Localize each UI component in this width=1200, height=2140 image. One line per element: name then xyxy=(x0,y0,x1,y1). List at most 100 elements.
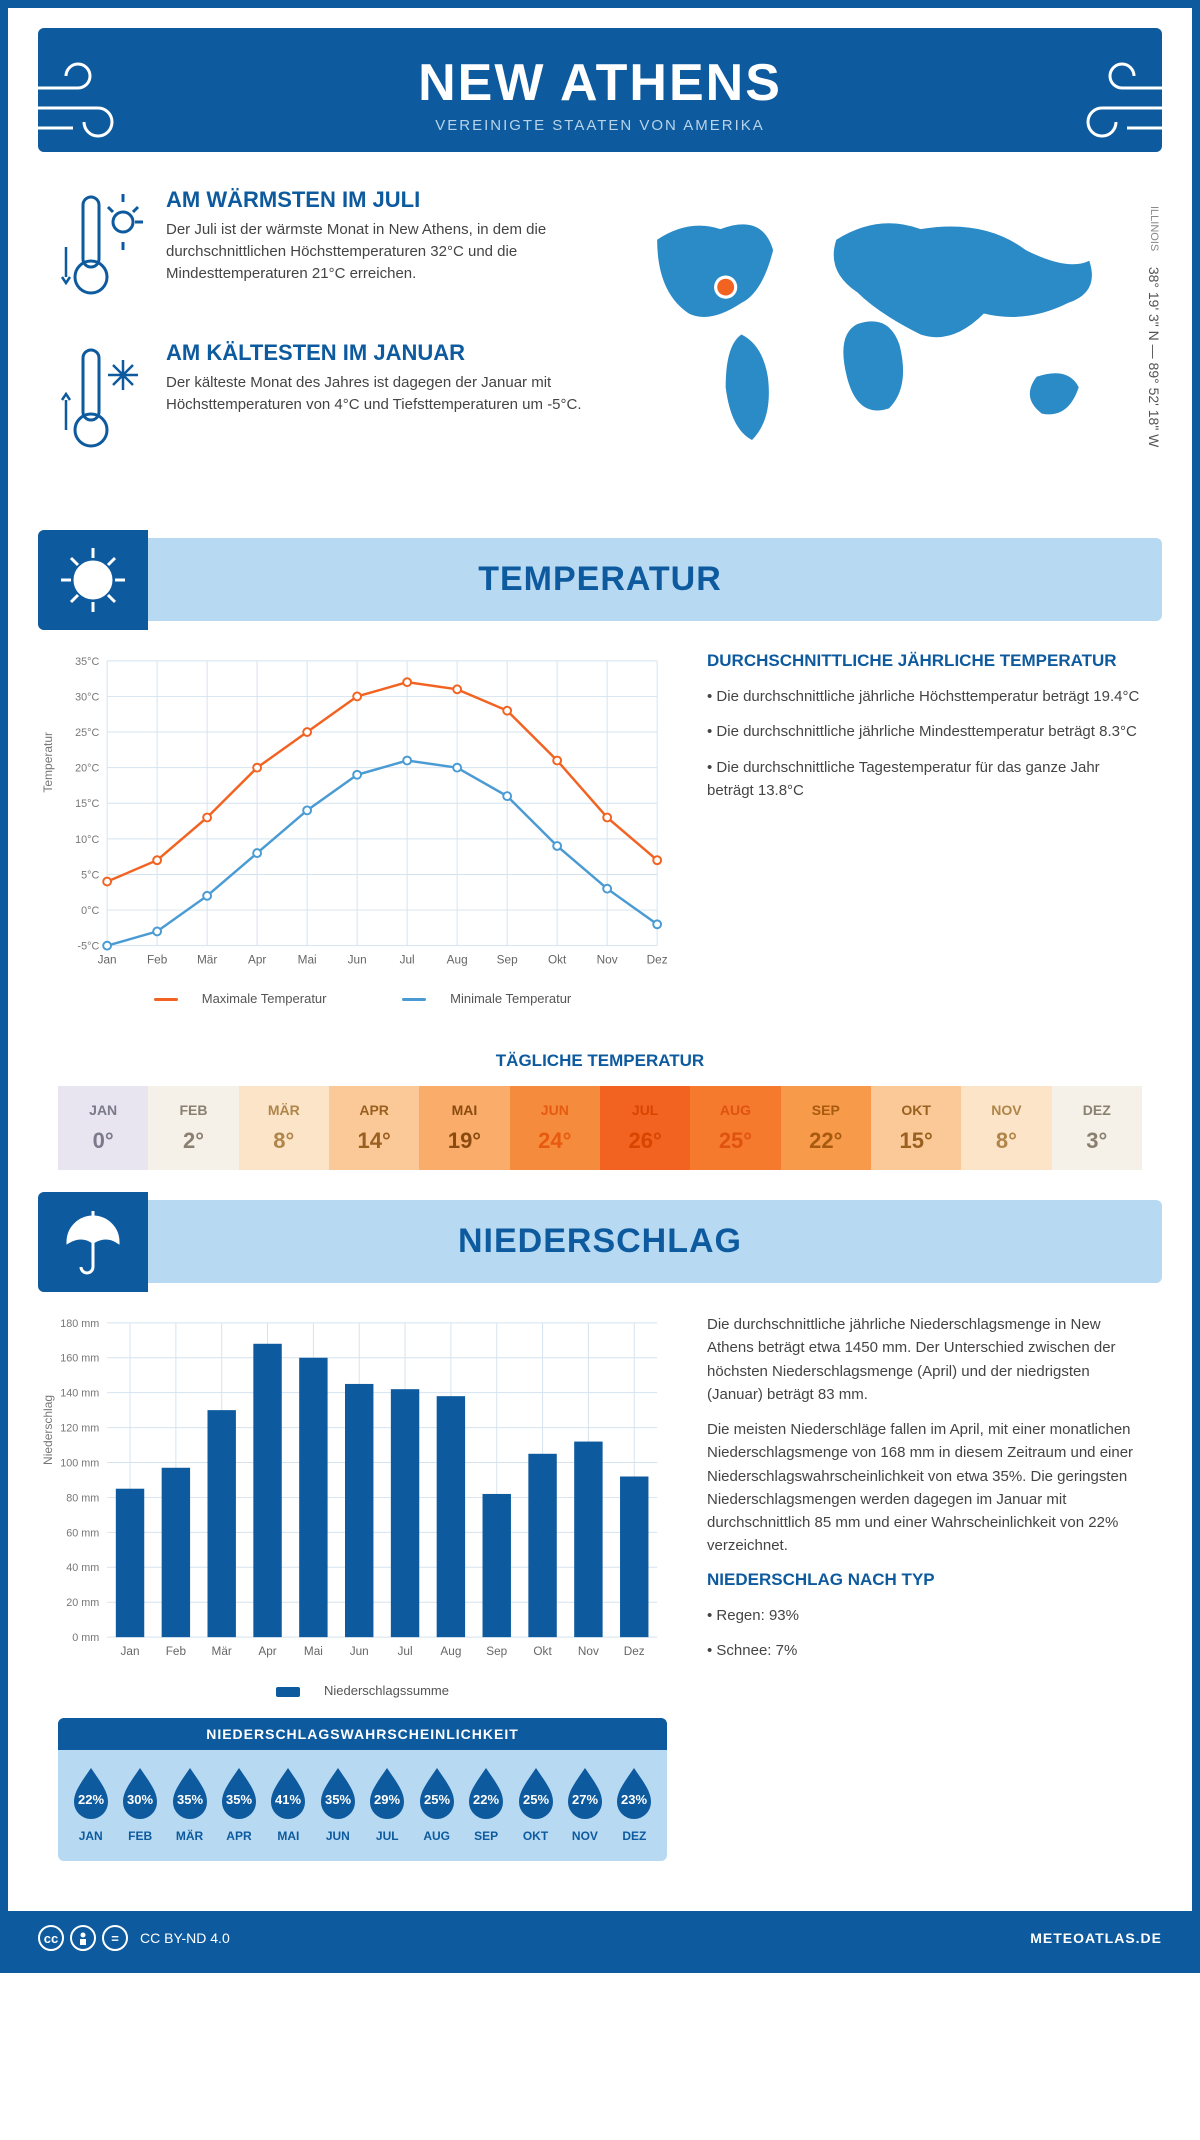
nd-icon: = xyxy=(102,1925,128,1951)
temp-text-column: DURCHSCHNITTLICHE JÄHRLICHE TEMPERATUR •… xyxy=(707,651,1142,1006)
section-precip-header: NIEDERSCHLAG xyxy=(38,1200,1162,1283)
precip-type-1: • Regen: 93% xyxy=(707,1604,1142,1627)
daily-temp-table: JAN 0° FEB 2° MÄR 8° APR 14° MAI 19° JUN… xyxy=(58,1086,1142,1170)
svg-text:15°C: 15°C xyxy=(75,798,99,810)
precip-heading: NIEDERSCHLAG xyxy=(38,1222,1162,1261)
precip-prob-title: NIEDERSCHLAGSWAHRSCHEINLICHKEIT xyxy=(58,1718,667,1750)
precip-drop: 22% SEP xyxy=(461,1764,510,1843)
svg-text:35%: 35% xyxy=(177,1792,203,1807)
temperature-heading: TEMPERATUR xyxy=(38,560,1162,599)
facts-column: AM WÄRMSTEN IM JULI Der Juli ist der wär… xyxy=(58,187,585,493)
site-name: METEOATLAS.DE xyxy=(1030,1930,1162,1946)
location-marker xyxy=(717,279,734,296)
precip-ylabel: Niederschlag xyxy=(41,1395,55,1465)
svg-text:41%: 41% xyxy=(275,1792,301,1807)
license-text: CC BY-ND 4.0 xyxy=(140,1930,230,1946)
svg-text:Aug: Aug xyxy=(447,953,468,966)
section-temperature-header: TEMPERATUR xyxy=(38,538,1162,621)
svg-text:25%: 25% xyxy=(522,1792,548,1807)
svg-text:Jan: Jan xyxy=(98,953,117,966)
fact-cold-text: Der kälteste Monat des Jahres ist dagege… xyxy=(166,372,585,416)
temp-cell: DEZ 3° xyxy=(1052,1086,1142,1170)
temp-cell: NOV 8° xyxy=(961,1086,1051,1170)
coordinates: ILLINOIS 38° 19' 3" N — 89° 52' 18" W xyxy=(1146,187,1162,467)
precip-drop: 23% DEZ xyxy=(610,1764,659,1843)
temperature-content: Temperatur -5°C0°C5°C10°C15°C20°C25°C30°… xyxy=(8,621,1192,1026)
svg-text:Feb: Feb xyxy=(166,1645,187,1658)
temp-bullet-1: • Die durchschnittliche jährliche Höchst… xyxy=(707,685,1142,708)
infographic-container: NEW ATHENS VEREINIGTE STAATEN VON AMERIK… xyxy=(0,0,1200,1973)
temp-cell: OKT 15° xyxy=(871,1086,961,1170)
svg-text:80 mm: 80 mm xyxy=(66,1492,99,1504)
svg-text:Mai: Mai xyxy=(304,1645,323,1658)
svg-text:20°C: 20°C xyxy=(75,763,99,775)
svg-text:Jun: Jun xyxy=(350,1645,369,1658)
svg-text:Nov: Nov xyxy=(578,1645,599,1658)
svg-text:5°C: 5°C xyxy=(81,869,99,881)
by-icon xyxy=(70,1925,96,1951)
svg-text:120 mm: 120 mm xyxy=(60,1423,99,1435)
svg-text:35°C: 35°C xyxy=(75,656,99,668)
precip-chart-container: Niederschlag 0 mm20 mm40 mm60 mm80 mm100… xyxy=(58,1313,667,1861)
temp-text-heading: DURCHSCHNITTLICHE JÄHRLICHE TEMPERATUR xyxy=(707,651,1142,671)
svg-text:Dez: Dez xyxy=(624,1645,645,1658)
svg-text:140 mm: 140 mm xyxy=(60,1388,99,1400)
svg-text:29%: 29% xyxy=(374,1792,400,1807)
temp-line-chart: -5°C0°C5°C10°C15°C20°C25°C30°C35°CJanFeb… xyxy=(58,651,667,975)
temp-chart-container: Temperatur -5°C0°C5°C10°C15°C20°C25°C30°… xyxy=(58,651,667,1006)
svg-text:100 mm: 100 mm xyxy=(60,1457,99,1469)
svg-text:0°C: 0°C xyxy=(81,905,99,917)
sun-icon xyxy=(38,530,148,630)
svg-text:Apr: Apr xyxy=(258,1645,276,1658)
precip-probability-panel: NIEDERSCHLAGSWAHRSCHEINLICHKEIT 22% JAN … xyxy=(58,1718,667,1861)
temp-bullet-3: • Die durchschnittliche Tagestemperatur … xyxy=(707,756,1142,803)
svg-text:0 mm: 0 mm xyxy=(72,1632,99,1644)
cc-icon: cc xyxy=(38,1925,64,1951)
temp-bullet-2: • Die durchschnittliche jährliche Mindes… xyxy=(707,720,1142,743)
footer: cc = CC BY-ND 4.0 METEOATLAS.DE xyxy=(8,1911,1192,1965)
svg-text:22%: 22% xyxy=(473,1792,499,1807)
temp-cell: MAI 19° xyxy=(419,1086,509,1170)
wind-icon-right xyxy=(1052,58,1172,148)
city-title: NEW ATHENS xyxy=(58,53,1142,113)
precip-drop: 35% MÄR xyxy=(165,1764,214,1843)
precip-p1: Die durchschnittliche jährliche Niedersc… xyxy=(707,1313,1142,1406)
svg-text:Aug: Aug xyxy=(440,1645,461,1658)
svg-text:Mai: Mai xyxy=(298,953,317,966)
svg-text:30%: 30% xyxy=(127,1792,153,1807)
svg-text:22%: 22% xyxy=(78,1792,104,1807)
temp-ylabel: Temperatur xyxy=(41,732,55,793)
country-subtitle: VEREINIGTE STAATEN VON AMERIKA xyxy=(58,117,1142,134)
precip-p2: Die meisten Niederschläge fallen im Apri… xyxy=(707,1418,1142,1558)
precip-drop: 27% NOV xyxy=(560,1764,609,1843)
wind-icon-left xyxy=(28,58,148,148)
svg-text:35%: 35% xyxy=(325,1792,351,1807)
license: cc = CC BY-ND 4.0 xyxy=(38,1925,230,1951)
temp-cell: FEB 2° xyxy=(148,1086,238,1170)
svg-text:Jul: Jul xyxy=(398,1645,413,1658)
temp-cell: MÄR 8° xyxy=(239,1086,329,1170)
temp-cell: JUN 24° xyxy=(510,1086,600,1170)
precip-bar-chart: 0 mm 20 mm 40 mm 60 mm 80 mm 100 mm 120 mm 140 … xyxy=(58,1313,667,1667)
precip-drop: 22% JAN xyxy=(66,1764,115,1843)
precip-drop: 29% JUL xyxy=(363,1764,412,1843)
precip-drop: 35% JUN xyxy=(313,1764,362,1843)
svg-text:35%: 35% xyxy=(226,1792,252,1807)
svg-text:Feb: Feb xyxy=(147,953,168,966)
svg-text:Jan: Jan xyxy=(121,1645,140,1658)
world-map xyxy=(615,187,1142,447)
svg-text:40 mm: 40 mm xyxy=(66,1562,99,1574)
fact-cold-title: AM KÄLTESTEN IM JANUAR xyxy=(166,340,585,366)
temp-cell: JUL 26° xyxy=(600,1086,690,1170)
fact-warm-title: AM WÄRMSTEN IM JULI xyxy=(166,187,585,213)
svg-text:27%: 27% xyxy=(572,1792,598,1807)
svg-text:25%: 25% xyxy=(424,1792,450,1807)
precip-drop: 41% MAI xyxy=(264,1764,313,1843)
svg-text:180 mm: 180 mm xyxy=(60,1318,99,1330)
svg-text:60 mm: 60 mm xyxy=(66,1527,99,1539)
svg-text:Mär: Mär xyxy=(212,1645,232,1658)
precip-legend: Niederschlagssumme xyxy=(58,1683,667,1698)
svg-text:-5°C: -5°C xyxy=(78,941,100,953)
precip-content: Niederschlag 0 mm 20 mm 40 mm 60 mm 80 mm 100… xyxy=(8,1283,1192,1881)
svg-text:20 mm: 20 mm xyxy=(66,1597,99,1609)
